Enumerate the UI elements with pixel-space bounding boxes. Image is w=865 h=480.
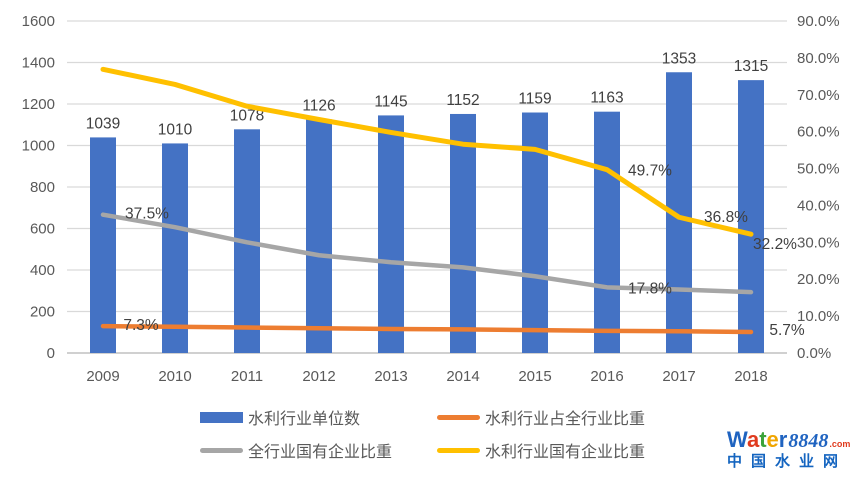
logo-letter: a	[746, 427, 760, 452]
legend-item-share-of-all[interactable]: 水利行业占全行业比重	[437, 406, 645, 428]
point-label: 36.8%	[704, 209, 748, 226]
logo-tagline: 中国水业网	[727, 453, 848, 470]
bar-2013	[378, 115, 404, 353]
legend-swatch-bar	[200, 411, 243, 423]
x-axis-label: 2011	[231, 368, 263, 385]
line-series-3	[100, 66, 754, 237]
legend-item-soe-water-industry[interactable]: 水利行业国有企业比重	[437, 439, 645, 461]
bar-2016	[594, 111, 620, 354]
legend-swatch-line	[437, 447, 480, 453]
logo-wordmark: Water 8848 .com	[727, 429, 859, 452]
logo-letter: t	[759, 427, 767, 452]
left-axis-tick: 0	[47, 345, 55, 362]
point-label: 7.3%	[123, 317, 159, 334]
right-axis-tick: 80.0%	[797, 50, 840, 67]
x-axis-label: 2014	[446, 368, 479, 385]
combo-chart: 0 200 400 600 800 1000 1200 1400 1600 0.0% 10.0% 20…	[22, 13, 840, 385]
bar-value-label: 1163	[590, 90, 623, 107]
bar-value-label: 1010	[158, 121, 193, 138]
left-axis-tick: 1200	[22, 96, 55, 113]
left-axis-tick: 1400	[22, 55, 55, 72]
x-axis-label: 2015	[518, 368, 551, 385]
bar-2012	[306, 119, 332, 353]
right-axis-tick: 40.0%	[797, 197, 840, 214]
bar-value-label: 1078	[230, 107, 264, 124]
x-axis-label: 2016	[590, 368, 623, 385]
bar-value-label: 1159	[518, 91, 551, 108]
logo-number: 8848	[788, 430, 829, 452]
line-series-2	[100, 212, 754, 295]
logo-letter: W	[727, 427, 747, 452]
bar-value-label: 1145	[374, 93, 407, 110]
right-axis-tick: 70.0%	[797, 87, 840, 104]
right-axis-tick: 20.0%	[797, 271, 840, 288]
right-axis-tick: 10.0%	[797, 308, 840, 325]
logo-tld: .com	[829, 439, 851, 449]
bar-2009	[90, 137, 116, 353]
bar-2018	[738, 80, 764, 353]
bar-value-label: 1039	[86, 115, 120, 132]
line-series-1	[100, 323, 754, 335]
water8848-logo[interactable]: Water 8848 .com 中国水业网	[727, 429, 859, 470]
legend-label: 全行业国有企业比重	[248, 444, 393, 461]
legend-swatch-line	[437, 414, 480, 420]
chart-legend: 水利行业单位数 水利行业占全行业比重 全行业国有企业比重 水利行业国有企业比重	[200, 406, 645, 461]
left-axis-tick: 1000	[22, 138, 55, 155]
legend-label: 水利行业国有企业比重	[485, 444, 646, 461]
right-axis-tick: 30.0%	[797, 234, 840, 251]
right-axis-tick: 60.0%	[797, 124, 840, 141]
logo-word: Water	[727, 429, 787, 451]
legend-item-soe-all-industry[interactable]: 全行业国有企业比重	[200, 439, 437, 461]
legend-label: 水利行业单位数	[248, 411, 361, 428]
point-label: 37.5%	[125, 206, 169, 223]
x-axis-label: 2017	[662, 368, 695, 385]
left-axis-tick: 800	[30, 179, 55, 196]
x-axis-label: 2013	[374, 368, 407, 385]
left-axis-tick: 600	[30, 221, 55, 238]
left-axis-tick: 400	[30, 262, 55, 279]
legend-label: 水利行业占全行业比重	[485, 411, 646, 428]
legend-item-bar-units[interactable]: 水利行业单位数	[200, 406, 437, 428]
point-label: 5.7%	[769, 322, 805, 339]
left-axis-tick: 1600	[22, 13, 55, 30]
logo-letter: r	[778, 427, 788, 452]
right-axis-tick: 0.0%	[797, 345, 831, 362]
point-label: 49.7%	[628, 163, 672, 180]
x-axis-label: 2012	[302, 368, 335, 385]
x-axis-label: 2010	[158, 368, 191, 385]
left-axis-tick: 200	[30, 304, 55, 321]
bar-value-label: 1152	[446, 92, 479, 109]
bar-2010	[162, 143, 188, 353]
legend-swatch-line	[200, 447, 243, 453]
right-axis-tick: 90.0%	[797, 13, 840, 30]
bar-value-label: 1353	[662, 50, 696, 67]
bar-value-label: 1315	[734, 58, 768, 75]
logo-letter: e	[766, 427, 779, 452]
x-axis-label: 2009	[86, 368, 119, 385]
bar-2014	[450, 113, 476, 354]
x-axis-label: 2018	[734, 368, 767, 385]
bar-value-label: 1126	[302, 97, 335, 114]
point-label: 17.8%	[628, 280, 672, 297]
point-label: 32.2%	[753, 236, 797, 253]
right-axis-tick: 50.0%	[797, 161, 840, 178]
